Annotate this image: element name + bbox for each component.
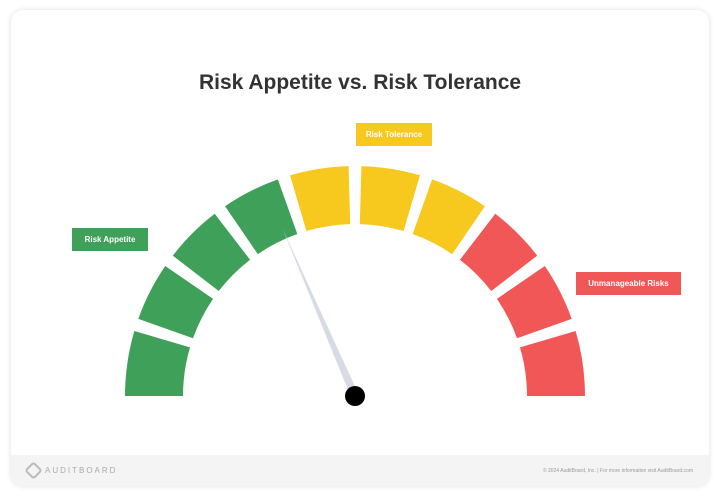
- auditboard-logo: AUDITBOARD: [24, 461, 118, 480]
- gauge-segment-yellow: [290, 166, 351, 231]
- gauge-segment-green: [225, 179, 298, 255]
- brand-name: AUDITBOARD: [45, 466, 118, 475]
- copyright-text: © 2024 AuditBoard, Inc. | For more infor…: [542, 467, 693, 474]
- footer: AUDITBOARD © 2024 AuditBoard, Inc. | For…: [11, 455, 709, 486]
- gauge-segment-green: [138, 266, 214, 339]
- gauge-segment-red: [520, 331, 585, 396]
- gauge-segment-red: [496, 266, 572, 339]
- needle-hub: [345, 386, 365, 406]
- infographic-card: Risk Appetite vs. Risk Tolerance Risk Ap…: [11, 10, 709, 486]
- risk-tolerance-label: Risk Tolerance: [356, 123, 432, 146]
- logo-icon: [24, 461, 43, 480]
- unmanageable-risks-label: Unmanageable Risks: [576, 272, 681, 295]
- gauge-segment-yellow: [412, 179, 485, 255]
- gauge-segment-green: [125, 331, 190, 396]
- gauge-segment-red: [459, 213, 538, 292]
- gauge-segment-yellow: [359, 166, 420, 231]
- page-title: Risk Appetite vs. Risk Tolerance: [198, 71, 522, 94]
- risk-appetite-label: Risk Appetite: [72, 228, 148, 251]
- risk-gauge: [125, 166, 585, 406]
- gauge-segment-green: [172, 213, 251, 292]
- gauge-needle: [282, 228, 361, 399]
